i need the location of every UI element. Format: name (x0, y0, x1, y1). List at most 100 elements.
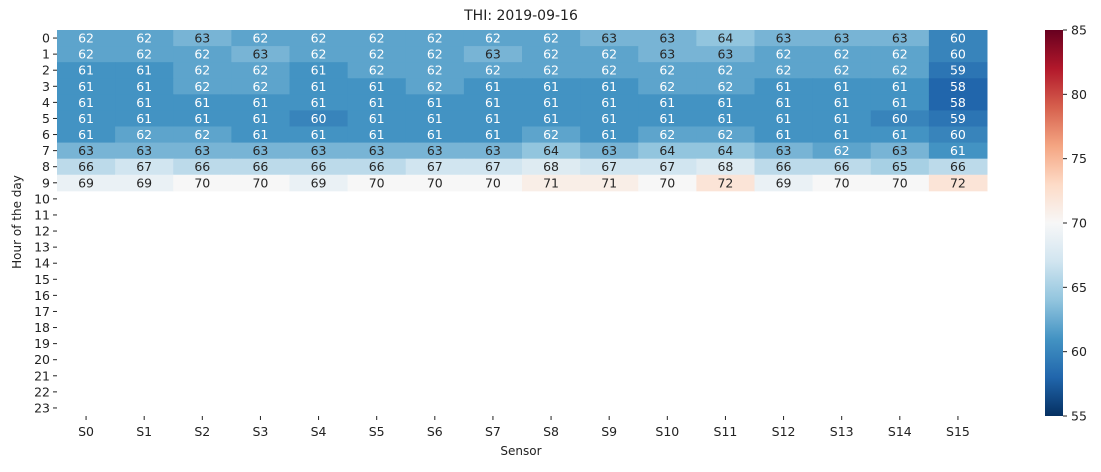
heatmap-cell (173, 126, 232, 144)
cell-value-label: 61 (776, 95, 792, 110)
heatmap-cell (57, 46, 116, 63)
heatmap-cell (812, 142, 872, 160)
heatmap-cell (173, 158, 232, 176)
heatmap-cell (115, 126, 174, 144)
heatmap-cell (115, 62, 174, 79)
cell-value-label: 61 (369, 79, 385, 94)
cell-value-label: 65 (892, 159, 908, 174)
heatmap-cell (812, 158, 872, 176)
x-tick-label: S1 (136, 424, 152, 439)
heatmap-cell (870, 94, 930, 111)
heatmap-cell (812, 62, 872, 79)
cell-value-label: 62 (194, 47, 210, 62)
x-tick-label: S13 (830, 424, 854, 439)
y-tick-label: 22 (34, 384, 50, 399)
cell-value-label: 63 (427, 143, 443, 158)
heatmap-cell (347, 46, 407, 63)
heatmap-cell (696, 30, 755, 47)
heatmap-cell (347, 158, 407, 176)
x-tick-label: S10 (655, 424, 679, 439)
cell-value-label: 61 (252, 127, 268, 142)
heatmap-cell (812, 110, 872, 127)
cell-value-label: 61 (601, 95, 617, 110)
cell-value-label: 61 (776, 127, 792, 142)
heatmap-cell (638, 174, 697, 192)
heatmap-cell (812, 30, 872, 47)
heatmap-cell (57, 110, 116, 127)
cell-value-label: 61 (427, 127, 443, 142)
y-tick-label: 12 (34, 224, 50, 239)
cell-value-label: 61 (601, 111, 617, 126)
heatmap-cell (231, 126, 290, 144)
cell-value-label: 70 (427, 175, 443, 190)
heatmap-cell (289, 110, 349, 127)
cell-value-label: 64 (659, 143, 675, 158)
cell-value-label: 70 (892, 175, 908, 190)
heatmap-cell (580, 126, 639, 144)
cell-value-label: 62 (311, 47, 327, 62)
heatmap-cell (405, 142, 465, 160)
y-tick-label: 18 (34, 320, 50, 335)
heatmap-cell (347, 94, 407, 111)
heatmap-cell (580, 110, 639, 127)
cell-value-label: 62 (194, 79, 210, 94)
heatmap-cell (696, 62, 755, 79)
heatmap-cell (405, 174, 465, 192)
colorbar-tick-label: 85 (1071, 23, 1087, 38)
cell-value-label: 62 (543, 63, 559, 78)
heatmap-cell (463, 94, 523, 111)
heatmap-cell (870, 174, 930, 192)
cell-value-label: 63 (311, 143, 327, 158)
heatmap-cell (696, 94, 755, 111)
cell-value-label: 61 (543, 79, 559, 94)
cell-value-label: 63 (659, 31, 675, 46)
cell-value-label: 61 (717, 95, 733, 110)
x-tick-label: S15 (946, 424, 970, 439)
heatmap-cell (57, 78, 116, 95)
heatmap-cell (696, 142, 755, 160)
heatmap-cell (115, 174, 174, 192)
heatmap-cell (580, 142, 639, 160)
heatmap-cell (754, 126, 814, 144)
y-tick-label: 16 (34, 288, 50, 303)
heatmap-cell (870, 110, 930, 127)
heatmap-cell (522, 158, 581, 176)
cell-value-label: 61 (485, 95, 501, 110)
cell-value-label: 61 (427, 111, 443, 126)
y-tick-label: 17 (34, 304, 50, 319)
cell-value-label: 61 (78, 111, 94, 126)
cell-value-label: 70 (369, 175, 385, 190)
heatmap-cell (405, 78, 465, 95)
cell-value-label: 61 (892, 79, 908, 94)
y-tick-label: 23 (34, 400, 50, 415)
heatmap-cell (173, 62, 232, 79)
cell-value-label: 62 (717, 127, 733, 142)
heatmap-cell (405, 126, 465, 144)
cell-value-label: 62 (194, 63, 210, 78)
x-tick-label: S0 (78, 424, 94, 439)
cell-value-label: 61 (136, 111, 152, 126)
cell-value-label: 70 (834, 175, 850, 190)
colorbar-tick-label: 65 (1071, 280, 1087, 295)
cell-value-label: 70 (659, 175, 675, 190)
cell-value-label: 66 (950, 159, 966, 174)
heatmap-cell (638, 30, 697, 47)
heatmap-cell (812, 78, 872, 95)
cell-value-label: 60 (950, 47, 966, 62)
heatmap-cell (57, 158, 116, 176)
cell-value-label: 63 (194, 31, 210, 46)
cell-value-label: 58 (950, 95, 966, 110)
colorbar-tick-label: 75 (1071, 151, 1087, 166)
cell-value-label: 61 (543, 111, 559, 126)
cell-value-label: 69 (776, 175, 792, 190)
heatmap-cell (463, 46, 523, 63)
x-tick-label: S4 (311, 424, 327, 439)
y-tick-label: 0 (42, 31, 50, 46)
heatmap-cell (928, 94, 988, 111)
y-tick-label: 19 (34, 336, 50, 351)
cell-value-label: 60 (950, 127, 966, 142)
heatmap-cell (870, 158, 930, 176)
heatmap-cell (405, 46, 465, 63)
cell-value-label: 62 (601, 63, 617, 78)
heatmap-cell (347, 78, 407, 95)
